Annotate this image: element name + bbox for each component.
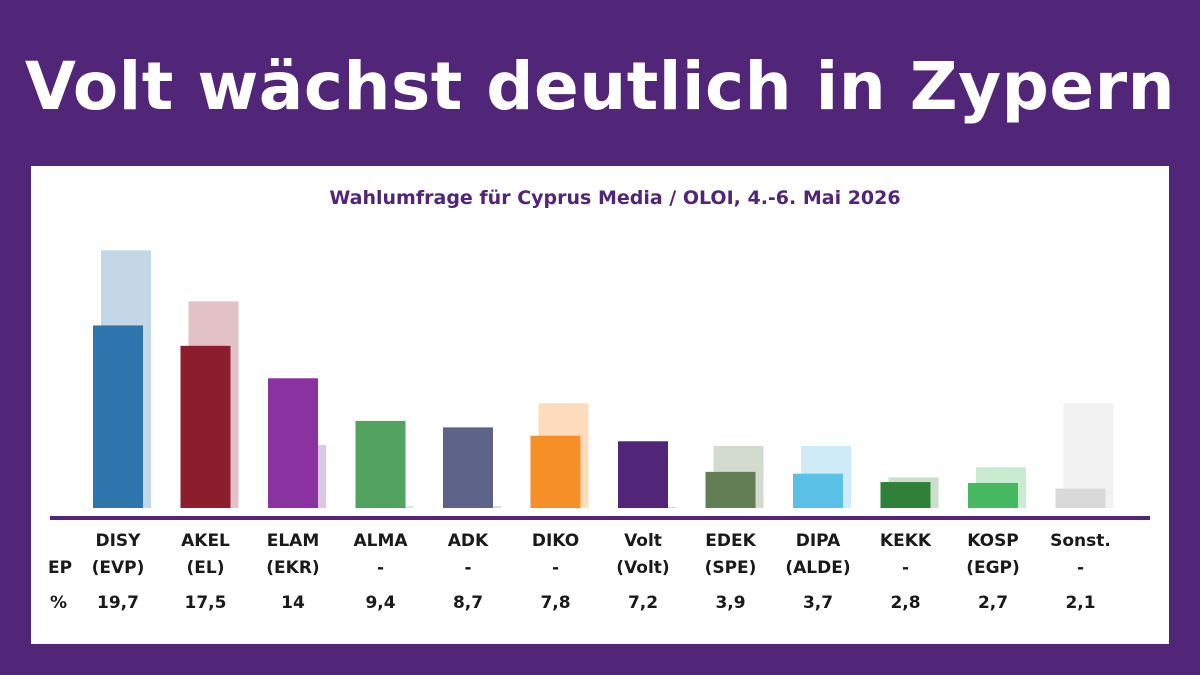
category-label: EDEK: [705, 531, 756, 551]
value-label: 3,9: [715, 593, 745, 613]
value-label: 7,2: [628, 593, 658, 613]
category-label: DISY: [96, 531, 142, 551]
bar-adk: [443, 427, 493, 508]
category-label: ALMA: [353, 531, 408, 551]
bar-elam: [268, 378, 318, 508]
ep-group-label: (Volt): [616, 558, 669, 578]
ep-group-label: -: [377, 558, 384, 578]
bar-dipa: [793, 473, 843, 508]
bar-alma: [355, 420, 406, 508]
category-label: KOSP: [967, 531, 1019, 551]
value-label: 8,7: [453, 593, 483, 613]
ep-group-label: -: [464, 558, 471, 578]
ep-group-label: (EKR): [266, 558, 319, 578]
value-label: 2,8: [890, 593, 920, 613]
value-label: 2,7: [978, 593, 1008, 613]
chart-title: Wahlumfrage für Cyprus Media / OLOI, 4.-…: [329, 187, 901, 209]
category-label: ADK: [448, 531, 489, 551]
value-label: 2,1: [1065, 593, 1095, 613]
ep-group-label: -: [1077, 558, 1084, 578]
headline: Volt wächst deutlich in Zypern: [24, 48, 1176, 125]
value-label: 17,5: [185, 593, 227, 613]
row-label-ep: EP: [48, 558, 72, 578]
category-label: AKEL: [181, 531, 230, 551]
bar-kosp: [968, 482, 1018, 508]
ep-group-label: (EL): [187, 558, 225, 578]
category-label: Volt: [624, 531, 662, 551]
value-label: 3,7: [803, 593, 833, 613]
ep-group-label: (ALDE): [785, 558, 850, 578]
value-label: 9,4: [365, 593, 395, 613]
bar-sonst: [1055, 488, 1106, 508]
bar-akel: [180, 345, 231, 508]
bar-volt: [618, 441, 668, 508]
ep-group-label: (SPE): [705, 558, 757, 578]
row-label-percent: %: [50, 593, 67, 613]
category-label: DIKO: [532, 531, 579, 551]
category-label: Sonst.: [1050, 531, 1111, 551]
ep-group-label: -: [902, 558, 909, 578]
bar-diko: [530, 435, 581, 508]
ep-group-label: (EVP): [92, 558, 145, 578]
ep-group-label: -: [552, 558, 559, 578]
bar-kekk: [880, 482, 931, 508]
category-label: ELAM: [267, 531, 320, 551]
value-label: 7,8: [540, 593, 570, 613]
bar-edek: [705, 471, 756, 508]
value-label: 14: [281, 593, 305, 613]
category-label: DIPA: [796, 531, 841, 551]
value-label: 19,7: [97, 593, 139, 613]
bar-disy: [93, 325, 143, 508]
ep-group-label: (EGP): [966, 558, 1020, 578]
category-label: KEKK: [880, 531, 932, 551]
